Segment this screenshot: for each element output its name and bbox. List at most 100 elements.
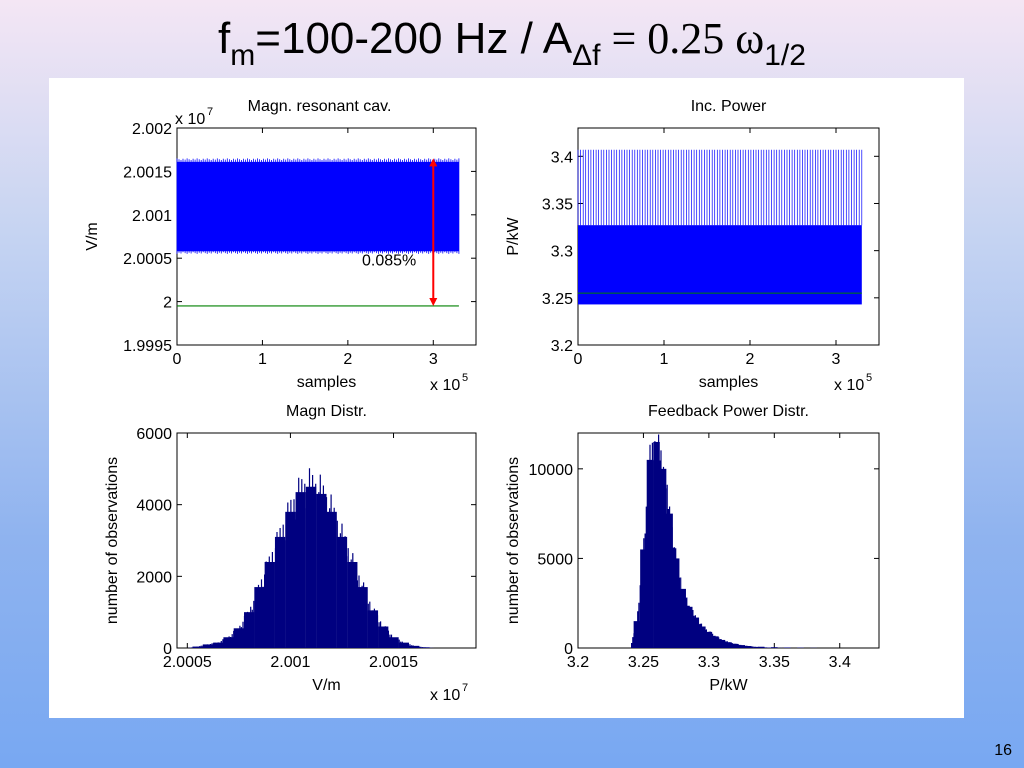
inc-power-ytick-label: 3.25: [542, 291, 573, 308]
title-f: f: [218, 14, 231, 63]
page-number: 16: [994, 742, 1012, 759]
inc-power-ytick-label: 3.3: [551, 244, 573, 261]
feedback-power-distr-title: Feedback Power Distr.: [648, 403, 809, 420]
inc-power-signal-spikes: [577, 149, 863, 226]
feedback-power-distr-xtick-label: 3.3: [698, 654, 720, 671]
magn-distr-ytick-label: 6000: [136, 426, 172, 443]
title-omega-subscript: 1/2: [764, 39, 806, 72]
feedback-power-distr-bar: [705, 631, 713, 648]
feedback-power-distr-xtick-label: 3.4: [829, 654, 851, 671]
magn-distr-xtick-label: 2.0015: [369, 654, 418, 671]
title-a: A: [542, 14, 573, 63]
feedback-power-distr-bar: [699, 626, 706, 648]
figure-panel: 0 1 2 3 1.9995 2 2.0005 2.001 2.0015 2.002 samples…: [49, 78, 964, 718]
feedback-power-distr-ylabel: number of observations: [505, 457, 522, 624]
feedback-power-distr-bar: [640, 549, 647, 648]
inc-power-ytick-label: 3.2: [551, 338, 573, 355]
magn-distr-title: Magn Distr.: [286, 403, 367, 420]
inc-power-xlabel: samples: [699, 374, 759, 391]
feedback-power-distr-bar: [712, 636, 719, 648]
magn-distr-ytick-label: 0: [163, 641, 172, 658]
feedback-power-distr-bar: [666, 513, 673, 648]
magnitude-xlabel: samples: [297, 374, 357, 391]
magn-distr-ytick-label: 4000: [136, 498, 172, 515]
inc-power-xtick-label: 1: [660, 351, 669, 368]
feedback-power-distr-bars: [630, 435, 817, 649]
feedback-power-distr-xtick-label: 3.2: [567, 654, 589, 671]
magnitude-xtick-label: 1: [258, 351, 267, 368]
inc-power-signal-band: [578, 225, 862, 305]
magn-distr-xmultiplier-exponent: 7: [462, 682, 468, 694]
title-equation: = 0.25 ω: [600, 14, 765, 63]
magnitude-ytick-label: 2.002: [132, 121, 172, 138]
inc-power-signal: [577, 149, 863, 305]
feedback-power-distr-ytick-label: 0: [564, 641, 573, 658]
feedback-power-distr-bar: [757, 646, 765, 648]
feedback-power-distr-ytick-label: 10000: [529, 462, 574, 479]
magnitude-ytick-label: 2: [163, 295, 172, 312]
magn-distr-bars: [188, 468, 434, 648]
magnitude-ytick-label: 2.001: [132, 208, 172, 225]
feedback-power-distr-bar: [659, 468, 667, 648]
magnitude-xtick-label: 3: [429, 351, 438, 368]
feedback-power-distr-bar: [672, 558, 680, 648]
title-a-subscript: Δf: [572, 39, 601, 72]
slide-title: fm=100-200 Hz / AΔf = 0.25 ω1/2: [0, 4, 1024, 76]
inc-power-xmultiplier: x 10: [834, 377, 864, 394]
feedback-power-distr-ytick-label: 5000: [537, 551, 573, 568]
magn-distr-bar-detail: [188, 468, 434, 648]
feedback-power-distr-axes-box: [577, 432, 880, 649]
magn-distr-xtick-label: 2.001: [270, 654, 310, 671]
magnitude-title: Magn. resonant cav.: [248, 98, 392, 115]
magn-distr-xlabel: V/m: [312, 677, 340, 694]
magnitude-ytick-label: 2.0015: [123, 164, 172, 181]
feedback-power-distr-bar: [784, 647, 791, 648]
magnitude-xtick-label: 2: [343, 351, 352, 368]
feedback-power-distr-bar: [685, 606, 693, 648]
feedback-power-distr-axes: [577, 432, 880, 649]
feedback-power-distr-bar: [653, 441, 660, 648]
magn-distr-xtick-label: 2.0005: [163, 654, 212, 671]
feedback-power-distr-bar: [718, 639, 726, 648]
magnitude-spread-label: 0.085%: [362, 252, 416, 269]
inc-power-title: Inc. Power: [691, 98, 767, 115]
feedback-power-distr-xtick-label: 3.25: [628, 654, 659, 671]
inc-power-xtick-label: 2: [746, 351, 755, 368]
magnitude-signal: [176, 158, 460, 254]
feedback-power-distr-bar: [692, 617, 700, 648]
inc-power-ytick-label: 3.4: [551, 149, 573, 166]
title-f-subscript: m: [230, 39, 256, 72]
figure-canvas: 0 1 2 31.999522.00052.0012.00152.002samples…: [84, 98, 880, 704]
feedback-power-distr-bar: [679, 588, 686, 648]
magnitude-ytick-label: 1.9995: [123, 338, 172, 355]
feedback-power-distr-bar-detail: [630, 435, 795, 649]
magnitude-xtick-label: 0: [173, 351, 182, 368]
magnitude-ylabel: V/m: [84, 222, 101, 250]
feedback-power-distr-bar: [725, 642, 732, 648]
feedback-power-distr-bar: [771, 647, 778, 648]
magnitude-xmultiplier: x 10: [430, 377, 460, 394]
inc-power-xtick-label: 3: [832, 351, 841, 368]
feedback-power-distr-xtick-label: 3.35: [759, 654, 790, 671]
magnitude-xmultiplier-exponent: 5: [462, 372, 468, 384]
inc-power-xmultiplier-exponent: 5: [866, 372, 872, 384]
magnitude-ymultiplier-exponent: 7: [207, 106, 213, 118]
feedback-power-distr-bar: [633, 621, 641, 648]
magnitude-spread-arrow: [429, 158, 438, 306]
inc-power-xtick-label: 0: [574, 351, 583, 368]
magnitude-ymultiplier: x 10: [175, 111, 205, 128]
feedback-power-distr-xlabel: P/kW: [709, 677, 748, 694]
feedback-power-distr-bar: [744, 646, 752, 648]
magn-distr-xmultiplier: x 10: [430, 687, 460, 704]
feedback-power-distr-bar: [731, 643, 739, 648]
inc-power-ytick-label: 3.35: [542, 196, 573, 213]
feedback-power-distr-bar: [646, 459, 654, 648]
feedback-power-distr-bar: [738, 645, 745, 648]
arrow-head-up-icon: [429, 158, 438, 167]
magnitude-signal-oscillation: [176, 158, 460, 254]
inc-power-ylabel: P/kW: [505, 216, 522, 255]
magn-distr-ytick-label: 2000: [136, 569, 172, 586]
title-frequency: =100-200 Hz /: [255, 14, 543, 63]
magnitude-ytick-label: 2.0005: [123, 251, 172, 268]
magn-distr-ylabel: number of observations: [104, 457, 121, 624]
